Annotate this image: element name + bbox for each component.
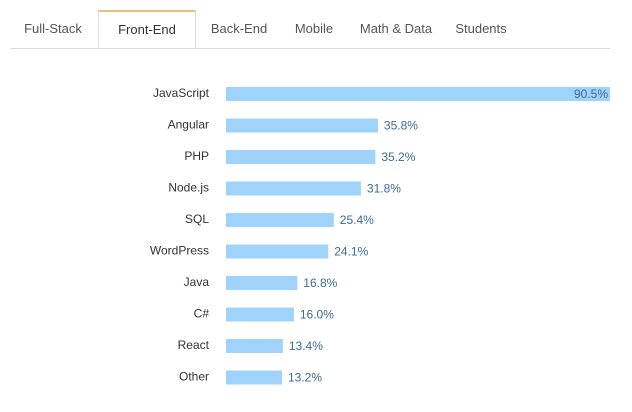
- value-label: 13.4%: [289, 339, 323, 353]
- bar: [226, 307, 294, 322]
- bar: [226, 213, 334, 227]
- bar: [226, 150, 376, 164]
- value-label: 25.4%: [340, 213, 374, 227]
- category-label: WordPress: [150, 244, 209, 258]
- tab[interactable]: Math & Data: [359, 21, 433, 36]
- category-label: Java: [184, 275, 210, 289]
- bar: [226, 370, 283, 385]
- value-label: 24.1%: [334, 245, 368, 259]
- tab[interactable]: Full-Stack: [24, 21, 82, 36]
- category-label: React: [178, 338, 210, 352]
- category-label: C#: [194, 307, 210, 321]
- value-label: 35.8%: [384, 119, 418, 133]
- tab[interactable]: Front-End: [98, 10, 196, 48]
- tab-bar: Full-Stack Front-End Back-End Mobile Math & …: [10, 10, 610, 49]
- tab[interactable]: Students: [455, 21, 507, 36]
- tab[interactable]: Back-End: [210, 21, 268, 36]
- category-label: Other: [179, 370, 209, 384]
- bar: [226, 339, 283, 353]
- bar: [226, 181, 361, 196]
- value-label: 13.2%: [288, 371, 322, 385]
- bar: [226, 118, 378, 133]
- value-label: 31.8%: [367, 182, 401, 196]
- category-label: JavaScript: [153, 86, 210, 100]
- bar: [226, 244, 329, 259]
- category-label: SQL: [185, 212, 209, 226]
- bar: [226, 87, 610, 101]
- category-label: PHP: [184, 149, 209, 163]
- value-label: 90.5%: [574, 87, 608, 101]
- value-label: 16.0%: [300, 308, 334, 322]
- category-label: Node.js: [168, 181, 209, 195]
- bar: [226, 276, 298, 290]
- tab[interactable]: Mobile: [294, 21, 334, 36]
- value-label: 35.2%: [381, 150, 415, 164]
- category-label: Angular: [168, 118, 209, 132]
- value-label: 16.8%: [303, 276, 337, 290]
